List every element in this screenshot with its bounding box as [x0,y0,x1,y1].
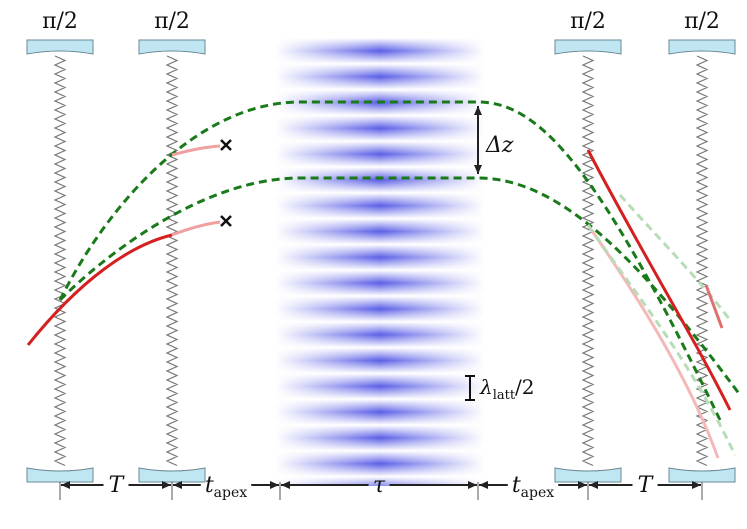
interval-label: T [638,473,655,498]
loss-marks [220,139,232,227]
trajectories [26,100,742,459]
interval-label: tapex [205,473,247,501]
faint-path [586,224,737,456]
mirror [26,39,94,55]
spring [695,55,709,467]
pulse-label: π/2 [154,9,190,34]
red-path [26,233,173,346]
mirror [668,39,736,55]
mirror [138,467,206,483]
period-bar [465,375,475,401]
spring [581,55,595,467]
mirror [138,39,206,55]
springs [26,39,736,483]
mirror [26,467,94,483]
red-path [586,149,732,411]
mirror [554,467,622,483]
upper-path [58,100,722,421]
pulse-label: π/2 [684,9,720,34]
interval-label: T [109,473,126,498]
interval-label: tapex [512,473,554,501]
labels: π/2 π/2 π/2 π/2 T tapex τ tapex T [42,9,720,501]
interval-label: τ [373,473,386,498]
pulse-label: π/2 [570,9,606,34]
pink-path [171,220,221,237]
pink-path [704,284,724,329]
optical-lattice [275,38,485,486]
spring [53,55,67,467]
pink-path [586,224,720,459]
pulse-label: π/2 [42,9,78,34]
mirror [668,467,736,483]
mirror [554,39,622,55]
lower-path [58,176,742,396]
spring [165,55,179,467]
faint-path [618,194,732,321]
lattice-label: λlatt/2 [479,375,535,403]
pink-path [171,144,221,157]
separation-label: Δz [485,133,514,158]
